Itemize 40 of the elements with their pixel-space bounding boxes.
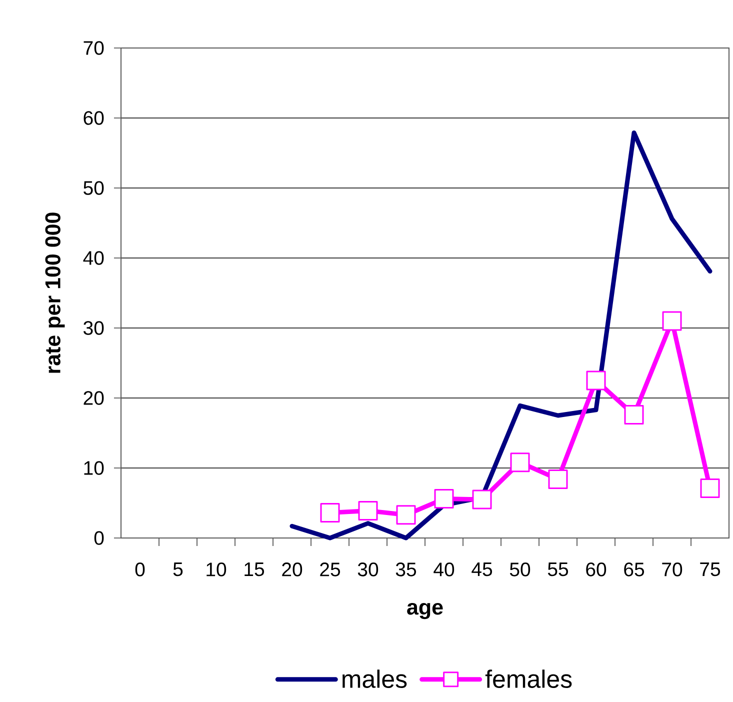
- legend-label: males: [342, 670, 407, 688]
- y-axis-title: rate per 100 000: [45, 212, 65, 373]
- point: [662, 311, 682, 331]
- point: [396, 505, 416, 525]
- y-tick-label: 30: [84, 321, 104, 335]
- x-tick-label: 60: [586, 562, 606, 576]
- x-tick-label: 75: [700, 562, 720, 576]
- x-tick-label: 15: [244, 562, 264, 576]
- point: [586, 370, 606, 390]
- legend-label: females: [485, 670, 572, 688]
- x-tick-label: 70: [662, 562, 682, 576]
- x-tick-label: 30: [358, 562, 378, 576]
- x-tick-label: 10: [206, 562, 226, 576]
- y-tick-label: 20: [84, 391, 104, 405]
- point: [624, 405, 644, 425]
- x-tick-label: 40: [434, 562, 454, 576]
- x-axis-title: age: [407, 602, 443, 620]
- point: [472, 490, 492, 510]
- x-tick-label: 25: [320, 562, 340, 576]
- y-tick-label: 50: [84, 181, 104, 195]
- point: [510, 452, 530, 472]
- x-tick-label: 20: [282, 562, 302, 576]
- y-tick-label: 0: [94, 531, 104, 545]
- point: [358, 500, 378, 520]
- point: [320, 503, 340, 523]
- x-tick-label: 65: [624, 562, 644, 576]
- x-tick-label: 55: [548, 562, 568, 576]
- line-series: [290, 130, 712, 540]
- x-tick-label: 45: [472, 562, 492, 576]
- point: [700, 478, 720, 498]
- y-tick-label: 40: [83, 251, 104, 265]
- point: [434, 489, 454, 509]
- x-tick-label: 35: [396, 562, 416, 576]
- y-tick-label: 60: [84, 111, 104, 125]
- x-tick-label: 5: [173, 562, 183, 576]
- point: [548, 469, 568, 489]
- x-tick-label: 0: [135, 562, 145, 576]
- x-tick-label: 50: [510, 562, 530, 576]
- y-tick-label: 10: [84, 461, 104, 475]
- y-tick-label: 70: [84, 41, 104, 55]
